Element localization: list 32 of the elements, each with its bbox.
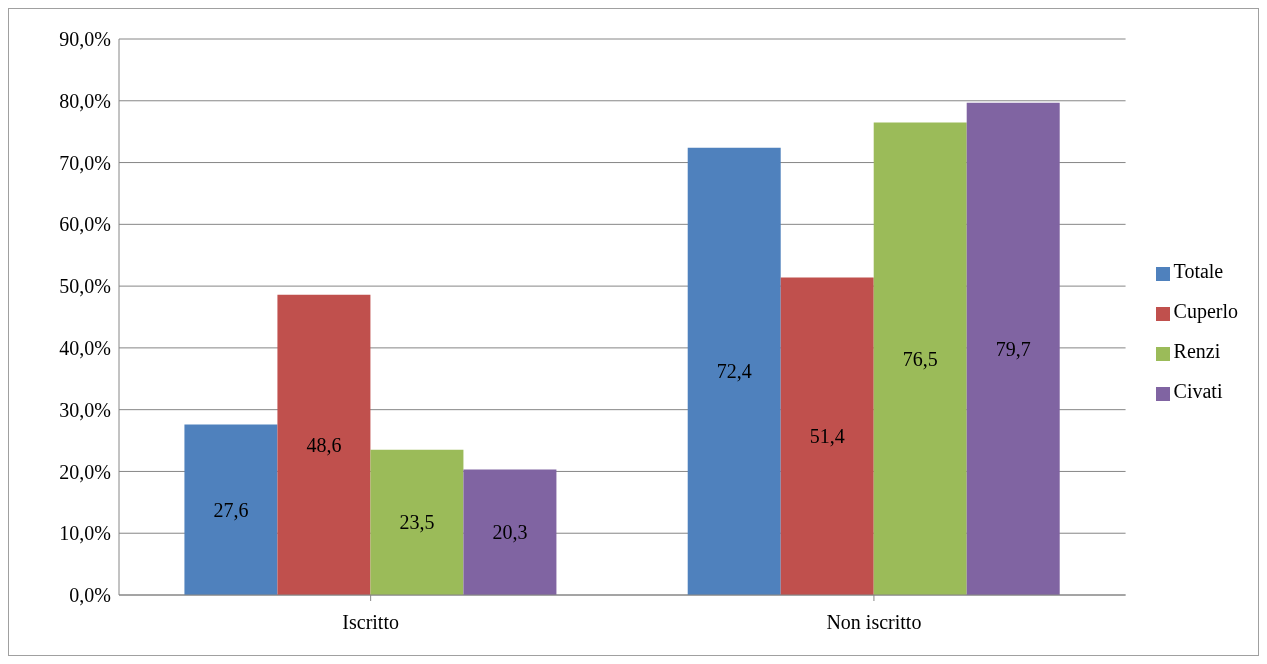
legend-label: Civati xyxy=(1173,380,1223,402)
bar xyxy=(463,469,557,595)
y-tick-label: 60,0% xyxy=(59,213,111,236)
data-label: 76,5 xyxy=(902,347,938,370)
data-label: 72,4 xyxy=(716,360,752,383)
data-label: 23,5 xyxy=(399,511,435,534)
y-tick-label: 20,0% xyxy=(59,460,111,483)
bar xyxy=(780,277,874,595)
bar xyxy=(277,294,371,595)
y-tick-label: 40,0% xyxy=(59,336,111,359)
data-label: 48,6 xyxy=(306,433,342,456)
data-label: 20,3 xyxy=(492,521,528,544)
y-tick-label: 70,0% xyxy=(59,151,111,174)
y-tick-label: 30,0% xyxy=(59,398,111,421)
y-tick-label: 80,0% xyxy=(59,89,111,112)
legend-label: Cuperlo xyxy=(1173,300,1238,322)
legend-label: Renzi xyxy=(1173,340,1221,362)
y-tick-label: 0,0% xyxy=(69,584,111,607)
bar xyxy=(687,147,781,595)
data-label: 27,6 xyxy=(213,498,249,521)
y-tick-label: 90,0% xyxy=(59,28,111,51)
bar xyxy=(370,449,464,595)
x-tick-label: Iscritto xyxy=(342,611,399,634)
y-tick-label: 50,0% xyxy=(59,275,111,298)
data-label: 79,7 xyxy=(995,337,1031,360)
bar xyxy=(873,122,967,595)
data-label: 51,4 xyxy=(809,425,845,448)
x-tick-label: Non iscritto xyxy=(826,611,922,634)
y-tick-label: 10,0% xyxy=(59,522,111,545)
bar xyxy=(184,424,278,595)
legend-label: Totale xyxy=(1173,260,1224,282)
bar xyxy=(966,102,1060,595)
